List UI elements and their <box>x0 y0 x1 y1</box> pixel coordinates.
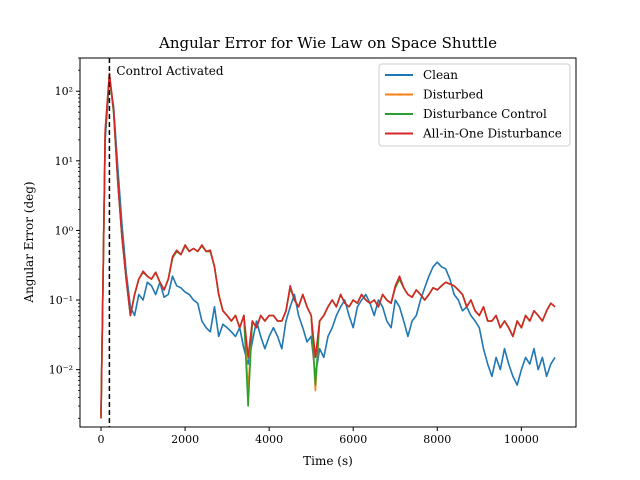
x-tick-label: 2000 <box>171 433 199 446</box>
y-tick-label: 10² <box>55 85 73 98</box>
legend-label-3: All-in-One Disturbance <box>422 127 562 141</box>
plot-frame <box>79 57 577 428</box>
y-axis-ticks: 10⁻² 10⁻¹ 10⁰ 10¹ 10² <box>49 57 80 419</box>
series-line-3 <box>100 72 556 419</box>
series-layer <box>100 72 556 419</box>
legend-label-0: Clean <box>423 68 458 82</box>
y-tick-label: 10⁰ <box>55 224 74 237</box>
x-tick-label: 0 <box>98 433 105 446</box>
legend-label-2: Disturbance Control <box>423 107 547 121</box>
legend-label-1: Disturbed <box>423 88 484 102</box>
y-tick-label: 10⁻² <box>49 364 73 377</box>
y-axis-label: Angular Error (deg) <box>22 181 36 303</box>
control-activated-label: Control Activated <box>116 64 223 78</box>
series-line-0 <box>100 78 556 412</box>
y-tick-label: 10¹ <box>55 155 73 168</box>
annotation-layer: Control Activated <box>108 58 224 427</box>
x-tick-label: 10000 <box>504 433 539 446</box>
y-tick-label: 10⁻¹ <box>49 294 73 307</box>
x-tick-label: 8000 <box>423 433 451 446</box>
x-axis-label: Time (s) <box>303 454 353 468</box>
x-axis-ticks: 0 2000 4000 6000 8000 10000 <box>98 427 539 446</box>
chart-title: Angular Error for Wie Law on Space Shutt… <box>158 34 497 52</box>
x-tick-label: 4000 <box>255 433 283 446</box>
legend: Clean Disturbed Disturbance Control All-in-… <box>378 63 571 147</box>
legend-box <box>378 63 571 147</box>
x-tick-label: 6000 <box>339 433 367 446</box>
